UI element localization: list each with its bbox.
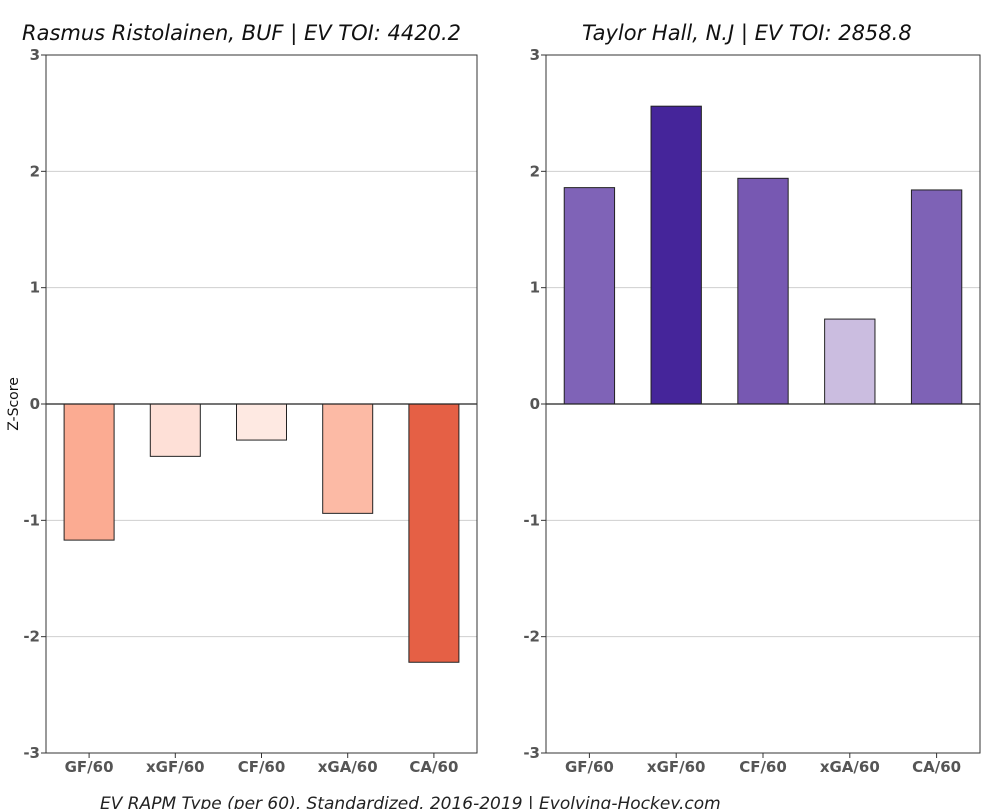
bar-xga-per-60 (824, 318, 876, 405)
bar-cf-per-60 (236, 403, 287, 441)
y-tick-label: 1 (530, 279, 540, 297)
x-tick-label: GF/60 (565, 758, 614, 776)
x-tick-label: GF/60 (65, 758, 114, 776)
y-tick-label: -2 (23, 628, 40, 646)
bar-ca-per-60 (910, 189, 963, 405)
y-tick-label: -3 (523, 744, 540, 762)
y-tick-label: -1 (523, 511, 540, 529)
y-tick-label: 3 (530, 46, 540, 64)
x-tick-label: CA/60 (409, 758, 458, 776)
y-tick-label: 3 (30, 46, 40, 64)
x-tick-label: CF/60 (238, 758, 286, 776)
x-tick-label: xGA/60 (820, 758, 880, 776)
y-tick-label: -1 (23, 511, 40, 529)
bar-xga-per-60 (322, 403, 374, 514)
bar-xgf-per-60 (149, 403, 201, 457)
y-tick-label: 0 (30, 395, 40, 413)
bar-ca-per-60 (408, 403, 460, 663)
plot-frame (45, 54, 478, 754)
chart-panel-ristolainen: Rasmus Ristolainen, BUF | EV TOI: 4420.2… (6, 21, 478, 776)
chart-panel-hall: Taylor Hall, N.J | EV TOI: 2858.8 -3 -2 -1 0… (523, 21, 981, 776)
y-tick-label: -3 (23, 744, 40, 762)
y-tick-label: 2 (30, 162, 40, 180)
x-tick-label: CA/60 (912, 758, 961, 776)
x-tick-label: xGA/60 (318, 758, 378, 776)
y-tick-label: 0 (530, 395, 540, 413)
y-tick-label: 1 (30, 279, 40, 297)
bar-cf-per-60 (737, 177, 789, 405)
bar-gf-per-60 (563, 187, 616, 405)
chart-footer: EV RAPM Type (per 60), Standardized, 201… (100, 794, 721, 809)
y-axis-label: Z-Score (6, 377, 22, 431)
y-tick-label: 2 (530, 162, 540, 180)
plot-frame (545, 54, 981, 754)
bar-xgf-per-60 (650, 105, 702, 405)
y-tick-label: -2 (523, 628, 540, 646)
bar-gf-per-60 (63, 403, 115, 541)
x-tick-label: xGF/60 (146, 758, 205, 776)
chart-title: Rasmus Ristolainen, BUF | EV TOI: 4420.2 (22, 21, 461, 46)
chart-title: Taylor Hall, N.J | EV TOI: 2858.8 (582, 21, 912, 46)
x-tick-label: xGF/60 (647, 758, 706, 776)
x-tick-label: CF/60 (739, 758, 787, 776)
